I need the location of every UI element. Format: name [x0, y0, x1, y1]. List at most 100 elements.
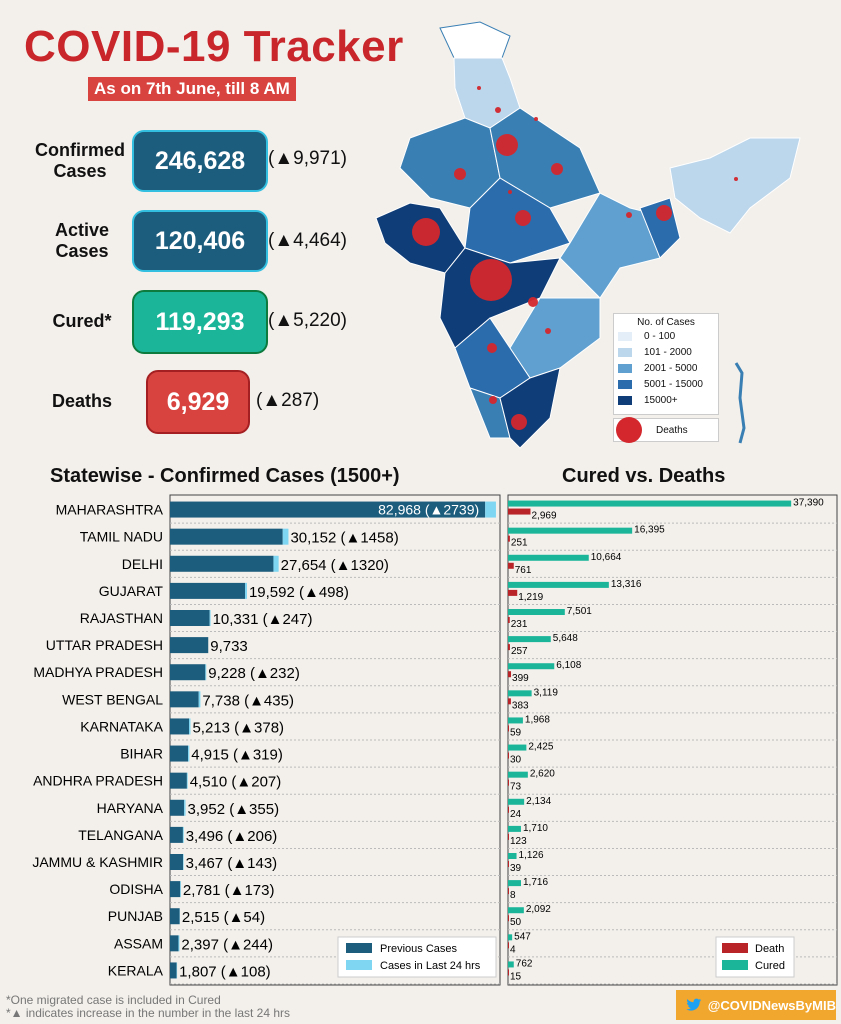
bar-value-label: 19,592 (▲498) — [249, 584, 349, 601]
bar-cured — [508, 961, 514, 968]
category-label: KARNATAKA — [80, 718, 163, 734]
map-legend-item: 5001 - 15000 — [618, 376, 718, 392]
map-legend-label: 2001 - 5000 — [644, 362, 698, 374]
bar-cured — [508, 663, 555, 670]
death-value-label: 30 — [510, 755, 522, 766]
bar-last-24h — [485, 501, 496, 518]
bar-previous-cases — [170, 745, 189, 762]
bar-previous-cases — [170, 799, 185, 816]
twitter-bird-icon — [686, 998, 702, 1011]
bar-value-label: 1,807 (▲108) — [179, 963, 271, 980]
map-legend-item: 0 - 100 — [618, 328, 718, 344]
bar-value-label: 10,331 (▲247) — [213, 611, 313, 628]
cured-value-label: 2,092 — [526, 904, 551, 915]
map-legend: No. of Cases 0 - 100 101 - 2000 2001 - 500… — [613, 313, 719, 415]
bar-previous-cases — [170, 637, 209, 654]
bar-value-label: 9,733 — [210, 638, 248, 655]
bar-death — [508, 725, 509, 732]
category-label: WEST BENGAL — [62, 691, 163, 707]
bar-cured — [508, 771, 528, 778]
legend-label-cured: Cured — [755, 960, 785, 972]
bar-cured — [508, 690, 532, 697]
death-value-label: 39 — [510, 863, 522, 874]
bar-last-24h — [209, 610, 211, 626]
death-value-label: 251 — [511, 538, 528, 549]
bar-last-24h — [188, 745, 190, 762]
bar-value-label: 2,515 (▲54) — [182, 909, 265, 926]
death-value-label: 383 — [512, 700, 529, 711]
map-northeast — [669, 137, 801, 234]
death-value-label: 59 — [510, 727, 522, 738]
bar-death — [508, 562, 514, 569]
legend-swatch-cured — [722, 960, 748, 970]
bar-previous-cases — [170, 935, 179, 952]
map-legend-label: 15000+ — [644, 394, 678, 406]
category-label: UTTAR PRADESH — [46, 637, 163, 653]
death-value-label: 761 — [515, 565, 532, 576]
category-label: PUNJAB — [108, 908, 163, 924]
bar-value-label: 4,915 (▲319) — [191, 747, 283, 764]
cured-value-label: 10,664 — [591, 552, 622, 563]
cured-value-label: 2,620 — [530, 769, 555, 780]
category-label: BIHAR — [120, 746, 163, 762]
map-legend-swatch — [618, 379, 632, 389]
deaths-legend-label: Deaths — [656, 424, 688, 436]
charts-svg: MAHARASHTRA 82,968 (▲2739) 37,390 2,969 TAMI… — [32, 494, 838, 986]
category-label: ASSAM — [114, 935, 163, 951]
bar-previous-cases — [170, 555, 274, 572]
bar-death — [508, 969, 509, 976]
cured-value-label: 3,119 — [534, 687, 559, 698]
bar-cured — [508, 609, 565, 615]
bar-previous-cases — [170, 582, 246, 599]
confirmed-delta: (▲9,971) — [268, 148, 348, 169]
bar-death — [508, 508, 531, 515]
bar-cured — [508, 798, 525, 805]
active-label-line2: Cases — [55, 241, 109, 261]
bar-value-label: 5,213 (▲378) — [192, 719, 284, 736]
bar-last-24h — [245, 582, 247, 599]
bar-value-label: 3,467 (▲143) — [186, 855, 278, 872]
bar-last-24h — [198, 691, 201, 708]
cured-value-label: 2,134 — [526, 796, 551, 807]
bar-last-24h — [273, 555, 279, 572]
bar-value-label: 7,738 (▲435) — [202, 692, 294, 709]
cured-value-label: 7,501 — [567, 606, 592, 617]
bar-death — [508, 861, 509, 867]
footnote-triangle: *▲ indicates increase in the number in t… — [6, 1006, 291, 1020]
map-legend-label: 0 - 100 — [644, 330, 676, 342]
active-value-box: 120,406 — [132, 210, 268, 272]
bar-value-label: 82,968 (▲2739) — [378, 502, 479, 518]
bar-value-label: 27,654 (▲1320) — [281, 557, 389, 574]
category-label: ODISHA — [109, 881, 163, 897]
bar-value-label: 30,152 (▲1458) — [290, 530, 398, 547]
bar-value-label: 3,952 (▲355) — [188, 801, 280, 818]
death-value-label: 15 — [510, 971, 522, 982]
bar-previous-cases — [170, 528, 283, 545]
category-label: ANDHRA PRADESH — [33, 773, 163, 789]
bar-previous-cases — [170, 772, 187, 789]
bar-last-24h — [282, 528, 289, 545]
cured-delta: (▲5,220) — [268, 310, 348, 331]
map-legend-title: No. of Cases — [637, 317, 695, 328]
map-legend-swatch — [618, 331, 632, 341]
bar-cured — [508, 717, 523, 724]
twitter-handle-badge[interactable]: @COVIDNewsByMIB — [676, 990, 836, 1020]
category-label: DELHI — [122, 556, 163, 572]
cured-value-label: 547 — [514, 931, 531, 942]
cured-value-label: 5,648 — [553, 633, 578, 644]
map-legend-label: 5001 - 15000 — [644, 378, 703, 390]
legend-swatch-last24 — [346, 960, 372, 970]
bar-cured — [508, 554, 589, 561]
bar-last-24h — [182, 826, 184, 843]
death-value-label: 123 — [510, 836, 527, 847]
bar-last-24h — [183, 854, 184, 870]
legend-swatch-previous — [346, 943, 372, 953]
bar-last-24h — [178, 935, 180, 952]
bar-death — [508, 833, 509, 840]
bar-cured — [508, 527, 633, 534]
map-islands — [734, 362, 746, 444]
confirmed-label-line2: Cases — [53, 161, 107, 181]
category-label: TELANGANA — [78, 827, 163, 843]
cured-value-label: 2,425 — [528, 742, 553, 753]
cured-value-label: 6,108 — [556, 660, 581, 671]
